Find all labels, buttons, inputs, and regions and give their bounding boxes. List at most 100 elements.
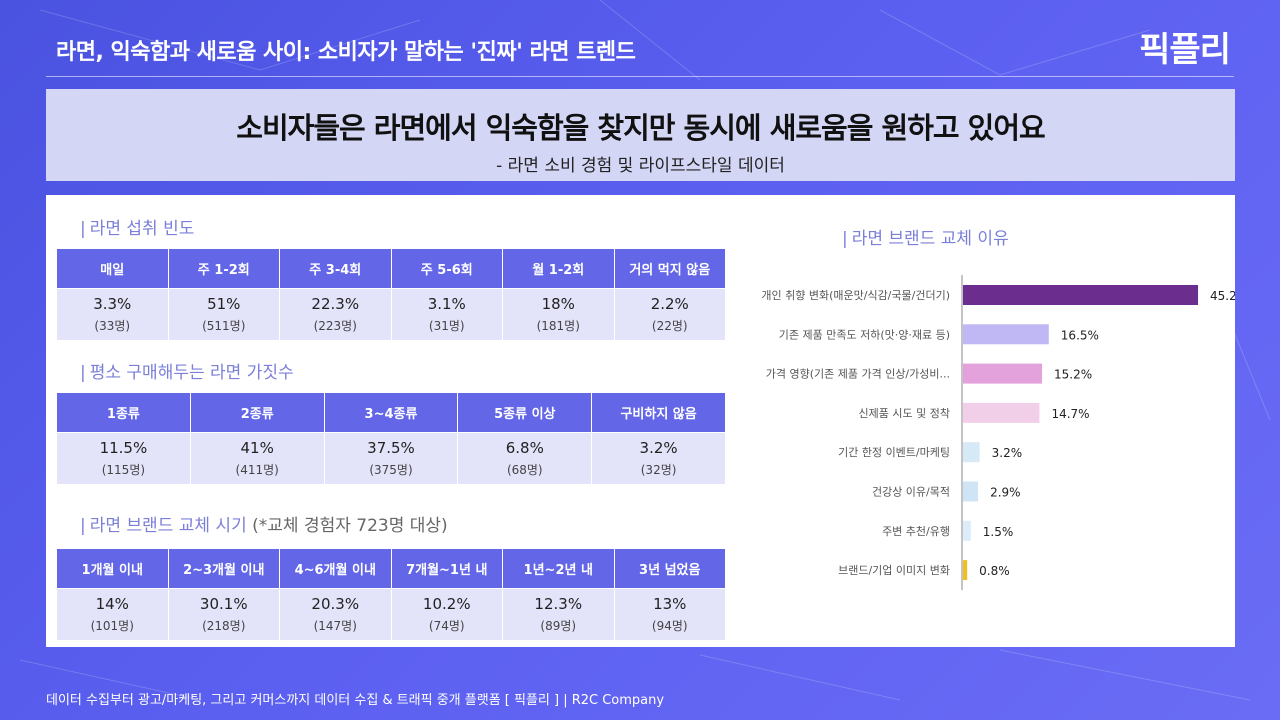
chart-bar: [963, 481, 979, 502]
cell-percent: 18%: [541, 295, 575, 313]
cell-percent: 30.1%: [199, 595, 248, 613]
cell-percent: 3.1%: [427, 295, 466, 313]
cell-percent: 10.2%: [422, 595, 471, 613]
cell-count: (115명): [101, 463, 146, 477]
table-cell: 41% (411명): [189, 432, 325, 485]
cell-percent: 12.3%: [534, 595, 583, 613]
frequency-col-header: 매일: [56, 248, 169, 289]
cell-count: (511명): [202, 319, 246, 333]
table-cell: 14% (101명): [56, 588, 169, 641]
headline-banner: 소비자들은 라면에서 익숙함을 찾지만 동시에 새로움을 원하고 있어요 - 라…: [46, 89, 1235, 181]
frequency-table: 매일 주 1-2회 주 3-4회 주 5-6회 월 1-2회 거의 먹지 않음 …: [56, 248, 726, 341]
cell-count: (223명): [313, 319, 357, 333]
table-cell: 3.2% (32명): [591, 432, 726, 485]
varieties-col-header: 3~4종류: [323, 392, 459, 433]
table-cell: 12.3% (89명): [502, 588, 615, 641]
cell-percent: 37.5%: [367, 439, 415, 457]
chart-title-text: 라면 브랜드 교체 이유: [851, 229, 1009, 249]
switch-timing-col-header: 3년 넘었음: [613, 548, 726, 589]
varieties-col-header: 2종류: [189, 392, 325, 433]
table-cell: 11.5% (115명): [56, 432, 191, 485]
frequency-col-header: 주 5-6회: [390, 248, 503, 289]
header-divider: [46, 76, 1234, 77]
cell-count: (22명): [651, 319, 688, 333]
cell-percent: 2.2%: [650, 295, 689, 313]
content-panel: | 라면 섭취 빈도 매일 주 1-2회 주 3-4회 주 5-6회 월 1-2회…: [46, 195, 1235, 647]
varieties-value-row: 11.5% (115명) 41% (411명) 37.5% (375명) 6.8% (6…: [56, 432, 726, 485]
chart-bar: [963, 402, 1040, 423]
switch-timing-note: (*교체 경험자 723명 대상): [252, 516, 448, 536]
chart-category-label: 기존 제품 만족도 저하(맛·양·재료 등): [779, 327, 950, 341]
chart-bar: [963, 442, 980, 463]
chart-value-label: 0.8%: [979, 564, 1010, 578]
chart-category-label: 신제품 시도 및 정착: [859, 407, 950, 420]
chart-category-label: 개인 취향 변화(매운맛/식감/국물/건더기): [761, 289, 950, 302]
varieties-header-row: 1종류 2종류 3~4종류 5종류 이상 구비하지 않음: [56, 392, 726, 433]
cell-count: (74명): [428, 619, 465, 633]
switch-timing-table: 1개월 이내 2~3개월 이내 4~6개월 이내 7개월~1년 내 1년~2년 …: [56, 548, 726, 641]
chart-bar: [963, 285, 1199, 305]
switch-timing-col-header: 4~6개월 이내: [279, 548, 392, 589]
frequency-col-header: 거의 먹지 않음: [613, 248, 726, 289]
frequency-value-row: 3.3% (33명) 51% (511명) 22.3% (223명) 3.1% (31명…: [56, 288, 726, 341]
cell-percent: 6.8%: [505, 439, 544, 457]
chart-section-title: | 라면 브랜드 교체 이유: [842, 229, 1009, 249]
chart-category-label: 주변 추천/유행: [882, 524, 950, 538]
chart-value-label: 14.7%: [1051, 407, 1089, 421]
cell-count: (101명): [90, 619, 134, 633]
table-cell: 30.1% (218명): [167, 588, 280, 641]
brand-logo: 픽플리: [1139, 30, 1231, 70]
switch-reason-chart: 개인 취향 변화(매운맛/식감/국물/건더기) 45.2% 기존 제품 만족도 저하…: [761, 275, 1235, 591]
chart-category-label: 가격 영향(기존 제품 가격 인상/가성비...: [766, 368, 950, 381]
switch-timing-value-row: 14% (101명) 30.1% (218명) 20.3% (147명) 10.2% (…: [56, 588, 726, 641]
table-cell: 20.3% (147명): [279, 588, 392, 641]
table-cell: 3.3% (33명): [56, 288, 169, 341]
chart-bar: [963, 560, 968, 581]
cell-percent: 22.3%: [311, 295, 360, 313]
table-cell: 3.1% (31명): [390, 288, 503, 341]
cell-percent: 20.3%: [311, 595, 360, 613]
cell-percent: 51%: [207, 295, 241, 313]
varieties-section-title: | 평소 구매해두는 라면 가짓수: [80, 363, 294, 383]
cell-percent: 3.2%: [639, 439, 678, 457]
headline-main: 소비자들은 라면에서 익숙함을 찾지만 동시에 새로움을 원하고 있어요: [236, 111, 1045, 145]
page-title: 라면, 익숙함과 새로움 사이: 소비자가 말하는 '진짜' 라면 트렌드: [56, 40, 636, 65]
cell-count: (31명): [428, 319, 465, 333]
cell-count: (375명): [369, 463, 413, 477]
chart-value-label: 2.9%: [990, 486, 1021, 500]
table-cell: 2.2% (22명): [613, 288, 726, 341]
table-cell: 51% (511명): [167, 288, 280, 341]
frequency-header-row: 매일 주 1-2회 주 3-4회 주 5-6회 월 1-2회 거의 먹지 않음: [56, 248, 726, 289]
table-cell: 22.3% (223명): [279, 288, 392, 341]
chart-bar: [963, 363, 1043, 384]
cell-count: (411명): [235, 463, 279, 477]
table-cell: 37.5% (375명): [323, 432, 459, 485]
cell-count: (218명): [202, 619, 246, 633]
switch-timing-col-header: 1개월 이내: [56, 548, 169, 589]
varieties-table: 1종류 2종류 3~4종류 5종류 이상 구비하지 않음 11.5% (115명)…: [56, 392, 726, 485]
chart-category-label: 기간 한정 이벤트/마케팅: [838, 446, 950, 459]
frequency-title-text: 라면 섭취 빈도: [89, 219, 195, 239]
frequency-col-header: 주 1-2회: [167, 248, 280, 289]
switch-timing-title-text: 라면 브랜드 교체 시기: [89, 516, 247, 536]
chart-category-label: 브랜드/기업 이미지 변화: [838, 564, 950, 577]
chart-value-label: 3.2%: [992, 446, 1023, 460]
switch-timing-col-header: 7개월~1년 내: [390, 548, 503, 589]
table-cell: 6.8% (68명): [457, 432, 593, 485]
table-cell: 13% (94명): [613, 588, 726, 641]
cell-percent: 41%: [240, 439, 274, 457]
chart-bar: [963, 520, 971, 541]
switch-timing-section-title: | 라면 브랜드 교체 시기 (*교체 경험자 723명 대상): [80, 516, 448, 536]
chart-value-label: 1.5%: [983, 525, 1014, 539]
frequency-section-title: | 라면 섭취 빈도: [80, 219, 195, 239]
chart-value-label: 15.2%: [1054, 368, 1092, 382]
chart-value-label: 16.5%: [1061, 328, 1099, 342]
cell-percent: 14%: [95, 595, 129, 613]
cell-count: (32명): [640, 463, 677, 477]
chart-value-label: 45.2%: [1210, 289, 1235, 303]
table-cell: 10.2% (74명): [390, 588, 503, 641]
table-cell: 18% (181명): [502, 288, 615, 341]
varieties-col-header: 1종류: [56, 392, 191, 433]
cell-percent: 3.3%: [93, 295, 132, 313]
headline-sub: - 라면 소비 경험 및 라이프스타일 데이터: [496, 156, 785, 176]
